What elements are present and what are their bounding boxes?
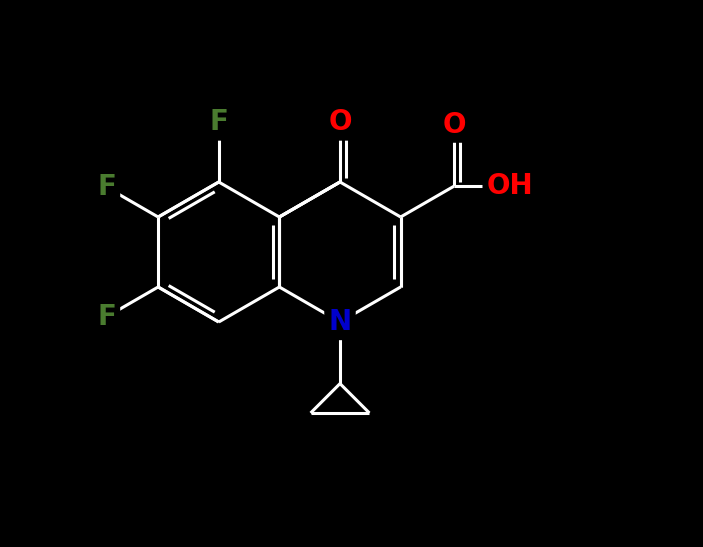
Text: OH: OH xyxy=(486,172,534,200)
Text: N: N xyxy=(328,308,352,336)
Text: F: F xyxy=(97,302,116,331)
Text: F: F xyxy=(209,108,228,137)
Text: O: O xyxy=(442,110,465,138)
Text: F: F xyxy=(97,173,116,201)
Text: O: O xyxy=(328,108,352,137)
